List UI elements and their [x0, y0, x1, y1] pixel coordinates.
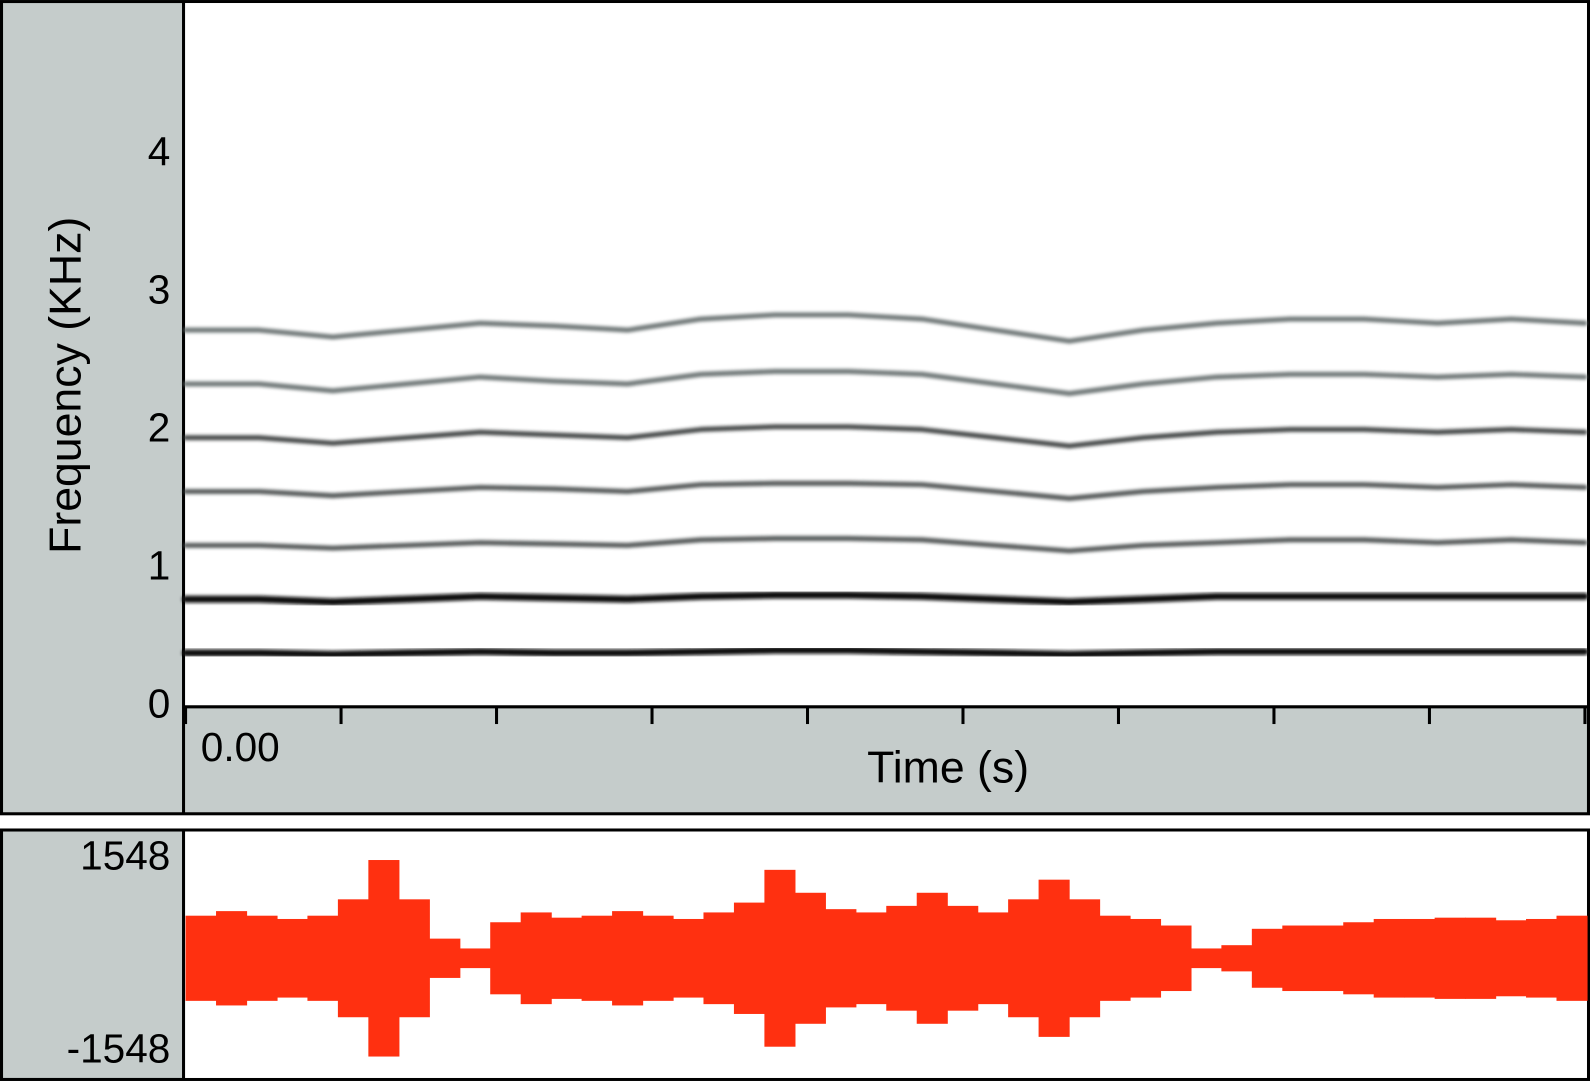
harmonic-track: [183, 312, 1588, 344]
harmonic-track: [183, 424, 1588, 449]
waveform-envelope: [1465, 917, 1497, 999]
waveform-envelope: [916, 892, 948, 1024]
waveform-envelope: [398, 899, 430, 1018]
waveform-envelope: [581, 915, 613, 1001]
x-tick-label: 0.00: [201, 724, 280, 770]
y-tick-label: 2: [148, 405, 171, 451]
waveform-envelope: [1312, 925, 1344, 992]
harmonic-track: [183, 535, 1588, 554]
waveform-envelope: [185, 915, 217, 1001]
spectrogram-layer: [182, 312, 1589, 658]
waveform-envelope: [764, 869, 796, 1047]
y-tick-label: 3: [148, 267, 171, 313]
waveform-envelope: [1038, 879, 1070, 1037]
waveform-envelope: [947, 905, 979, 1011]
waveform-envelope: [733, 902, 766, 1014]
y-tick-label: -1548: [67, 1025, 171, 1071]
y-tick-label: 0: [148, 681, 171, 727]
x-axis-label: Time (s): [867, 743, 1029, 792]
waveform-envelope: [1069, 899, 1101, 1018]
waveform-envelope: [1404, 918, 1436, 998]
y-axis-label: Frequency (KHz): [42, 217, 91, 554]
waveform-envelope: [1099, 915, 1131, 1001]
waveform-envelope: [825, 909, 857, 1008]
waveform-envelope: [855, 912, 887, 1005]
spectrogram-plot: [183, 3, 1587, 707]
waveform-envelope: [1434, 917, 1466, 999]
waveform-envelope: [703, 912, 735, 1005]
waveform-envelope: [612, 911, 644, 1006]
waveform-envelope: [216, 911, 248, 1006]
waveform-envelope: [1008, 899, 1040, 1018]
x-tick-marks: [184, 706, 1587, 725]
waveform-envelope: [1556, 915, 1588, 1001]
harmonic-track: [182, 646, 1589, 658]
waveform-envelope: [1251, 928, 1283, 988]
waveform-envelope: [794, 892, 826, 1024]
harmonic-track: [182, 591, 1589, 606]
waveform-envelope: [520, 912, 552, 1005]
waveform-envelope: [490, 922, 522, 995]
y-tick-label: 1548: [80, 833, 170, 879]
waveform-envelope: [1129, 918, 1162, 998]
waveform-envelope: [673, 918, 705, 998]
waveform-layer: [185, 860, 1588, 1057]
waveform-envelope: [246, 915, 278, 1001]
waveform-envelope: [1526, 918, 1558, 998]
waveform-envelope: [337, 899, 369, 1018]
waveform-envelope: [1282, 925, 1314, 992]
waveform-envelope: [1190, 948, 1222, 969]
y-tick-label: 4: [148, 129, 171, 175]
waveform-envelope: [459, 948, 491, 969]
waveform-envelope: [1373, 918, 1405, 998]
waveform-envelope: [551, 917, 583, 999]
waveform-envelope: [368, 860, 400, 1057]
waveform-envelope: [1343, 922, 1375, 995]
waveform-envelope: [977, 912, 1009, 1005]
harmonic-track: [183, 480, 1588, 501]
waveform-envelope: [276, 918, 309, 998]
waveform-envelope: [1160, 925, 1192, 992]
waveform-envelope: [1495, 920, 1527, 997]
waveform-envelope: [307, 915, 339, 1001]
waveform-envelope: [1221, 945, 1253, 972]
y-tick-label: 1: [148, 543, 171, 589]
waveform-envelope: [642, 915, 674, 1001]
waveform-envelope: [886, 905, 918, 1011]
harmonic-track: [183, 368, 1588, 397]
waveform-envelope: [429, 938, 461, 978]
